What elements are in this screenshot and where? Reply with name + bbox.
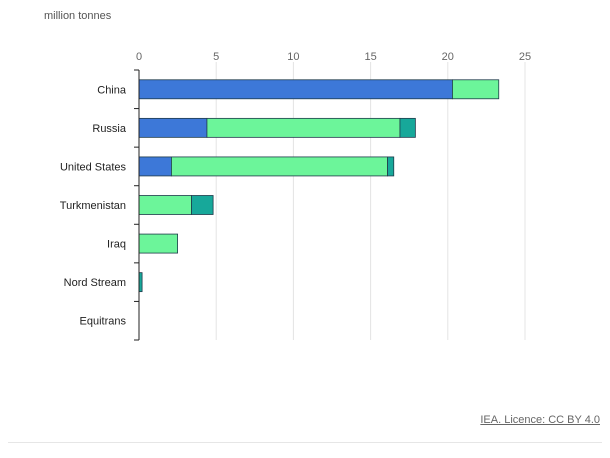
gridlines: [215, 62, 526, 340]
unit-label: million tonnes: [44, 10, 112, 22]
category-label: Equitrans: [80, 316, 127, 328]
bar-segment: [387, 156, 395, 177]
category-label: Nord Stream: [64, 277, 126, 289]
category-label: Russia: [92, 123, 127, 135]
category-label: United States: [60, 161, 127, 173]
bar-segment: [138, 233, 178, 254]
x-tick-label: 25: [519, 51, 531, 63]
bar-segment: [138, 195, 192, 215]
bar-segment: [138, 156, 172, 177]
bar-segment: [452, 79, 500, 100]
bar-segment: [138, 117, 208, 138]
bar-segment: [191, 195, 214, 215]
x-tick-label: 20: [442, 51, 454, 63]
footer-divider: [8, 442, 602, 443]
category-label: Iraq: [107, 239, 126, 251]
x-tick-label: 15: [364, 51, 376, 63]
category-label: Turkmenistan: [60, 200, 126, 212]
bar-segment: [206, 117, 401, 138]
bar-segment: [171, 156, 388, 177]
category-labels: China Russia United States Turkmenistan Iraq…: [60, 84, 127, 327]
category-label: China: [97, 84, 127, 96]
licence-link[interactable]: IEA. Licence: CC BY 4.0: [480, 414, 600, 426]
x-tick-label: 5: [213, 51, 219, 63]
bar-segment: [399, 117, 416, 138]
bar-segments: [138, 79, 500, 293]
bar-segment: [138, 79, 453, 100]
x-tick-label: 0: [136, 51, 142, 63]
y-axis: [134, 69, 140, 341]
x-tick-labels: 0 5 10 15 20 25: [136, 51, 531, 63]
x-tick-label: 10: [287, 51, 299, 63]
